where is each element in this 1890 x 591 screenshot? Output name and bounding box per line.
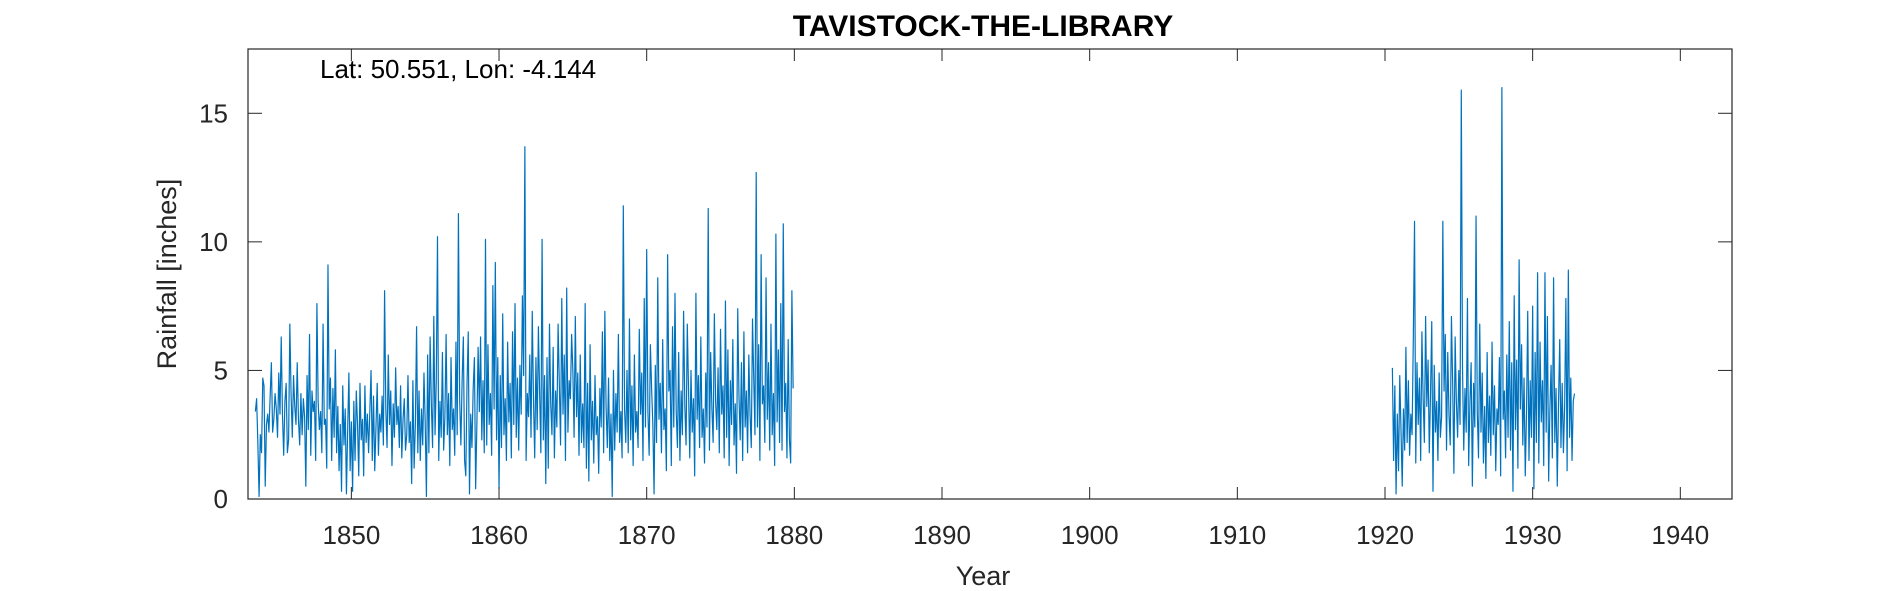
x-tick-label-1850: 1850 xyxy=(322,520,380,550)
x-axis-label: Year xyxy=(956,561,1011,591)
x-tick-label-1910: 1910 xyxy=(1208,520,1266,550)
rainfall-series-line-2 xyxy=(1391,86,1576,495)
y-tick-label-5: 5 xyxy=(214,355,228,385)
y-axis-label: Rainfall [inches] xyxy=(152,179,182,370)
x-tick-label-1860: 1860 xyxy=(470,520,528,550)
x-tick-label-1900: 1900 xyxy=(1061,520,1119,550)
x-tick-label-1930: 1930 xyxy=(1504,520,1562,550)
y-axis-ticks: 0 5 10 15 xyxy=(199,98,1732,514)
x-tick-label-1920: 1920 xyxy=(1356,520,1414,550)
chart-title: TAVISTOCK-THE-LIBRARY xyxy=(793,10,1174,43)
x-tick-label-1940: 1940 xyxy=(1651,520,1709,550)
x-tick-label-1870: 1870 xyxy=(618,520,676,550)
rainfall-series-line-1 xyxy=(254,146,794,498)
x-tick-label-1880: 1880 xyxy=(765,520,823,550)
location-annotation: Lat: 50.551, Lon: -4.144 xyxy=(320,54,596,84)
y-tick-label-15: 15 xyxy=(199,98,228,128)
y-tick-label-0: 0 xyxy=(214,484,228,514)
x-axis-ticks: 1850 1860 1870 1880 1890 1900 1910 1920 1930 1940 xyxy=(322,49,1709,550)
y-tick-label-10: 10 xyxy=(199,227,228,257)
x-tick-label-1890: 1890 xyxy=(913,520,971,550)
series-layer xyxy=(254,86,1576,498)
